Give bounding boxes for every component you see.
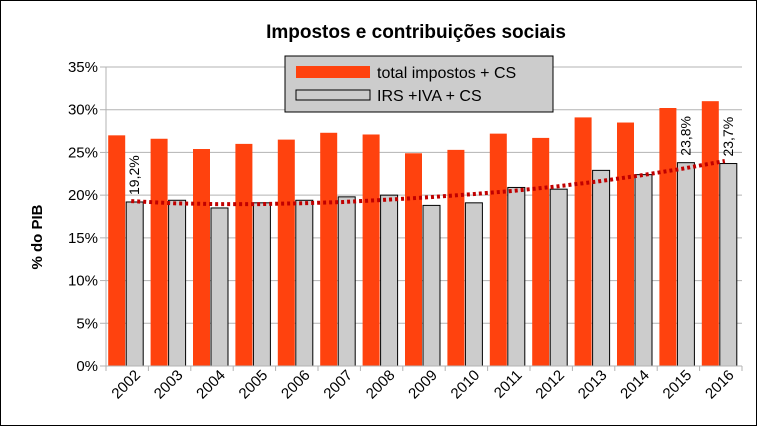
bar-irs-2004 (210, 207, 229, 367)
bar-total-2012 (532, 137, 550, 366)
bar-total-2004 (193, 149, 210, 366)
x-tick-label-2007: 2007 (320, 367, 356, 403)
bar-total-2015 (659, 108, 677, 367)
x-tick-label-2012: 2012 (532, 367, 568, 403)
x-tick-label-2002: 2002 (108, 367, 144, 403)
legend-label-total: total impostos + CS (377, 65, 516, 82)
y-tick-label: 10% (68, 273, 98, 290)
bar-irs-2002 (125, 201, 144, 367)
y-tick-label: 25% (68, 144, 98, 161)
bar-total-2002 (108, 135, 126, 366)
bar-irs-2003 (168, 199, 187, 367)
bar-irs-2005 (252, 202, 271, 367)
legend: total impostos + CS IRS +IVA + CS (284, 55, 554, 113)
bar-irs-2011 (507, 186, 526, 367)
bar-irs-2006 (295, 199, 314, 367)
bar-total-2007 (320, 132, 338, 366)
x-tick-label-2004: 2004 (193, 367, 229, 403)
bar-total-2006 (277, 139, 295, 366)
legend-label-irs: IRS +IVA + CS (377, 88, 482, 105)
trendline-layer (131, 159, 726, 207)
data-label-2016: 23,7% (720, 117, 736, 157)
x-tick-label-2015: 2015 (660, 367, 696, 403)
chart-title: Impostos e contribuições sociais (266, 22, 566, 43)
x-tick-label-2006: 2006 (278, 367, 314, 403)
bar-irs-2014 (634, 174, 653, 367)
bar-irs-2009 (422, 204, 441, 367)
y-tick-label: 0% (76, 358, 98, 375)
x-tick-label-2011: 2011 (491, 367, 526, 402)
y-tick-label: 5% (76, 315, 98, 332)
x-tick-label-2014: 2014 (617, 367, 653, 403)
x-tick-label-2005: 2005 (236, 367, 272, 403)
bar-irs-2010 (464, 202, 483, 367)
bar-total-2014 (617, 122, 634, 367)
data-label-2015: 23,8% (677, 116, 693, 156)
y-tick-label: 35% (68, 59, 98, 76)
bar-total-2008 (362, 134, 380, 366)
legend-box (284, 55, 554, 113)
bar-total-2003 (150, 138, 168, 366)
x-tick-label-2010: 2010 (448, 367, 484, 403)
bar-irs-2013 (592, 169, 611, 367)
x-tick-label-2009: 2009 (405, 367, 441, 403)
bar-irs-2012 (549, 188, 568, 367)
y-tick-label: 30% (68, 102, 98, 119)
data-labels-layer: 19,2% 23,8% 23,7% (126, 116, 736, 195)
x-tick-label-2008: 2008 (363, 367, 399, 403)
bar-total-2009 (405, 153, 422, 366)
x-tick-label-2003: 2003 (151, 367, 187, 403)
bar-total-2013 (574, 117, 592, 366)
bar-total-2011 (489, 133, 507, 366)
bar-total-2010 (447, 149, 465, 366)
y-tick-label: 15% (68, 230, 98, 247)
legend-swatch-total (296, 66, 370, 78)
bar-total-2016 (701, 101, 719, 367)
x-tick-label-2016: 2016 (702, 367, 738, 403)
bar-irs-2015 (676, 162, 695, 367)
y-axis-label: % do PIB (29, 204, 46, 269)
bar-irs-2007 (337, 196, 356, 367)
x-tick-label-2013: 2013 (575, 367, 611, 403)
bar-total-2005 (235, 143, 253, 366)
y-tick-label: 20% (68, 187, 98, 204)
bar-irs-2016 (719, 163, 738, 367)
legend-swatch-irs (295, 89, 371, 101)
bar-irs-2008 (380, 194, 399, 367)
trendline-polynomial (131, 159, 726, 207)
bars-layer (108, 101, 738, 367)
data-label-2002: 19,2% (126, 155, 142, 195)
